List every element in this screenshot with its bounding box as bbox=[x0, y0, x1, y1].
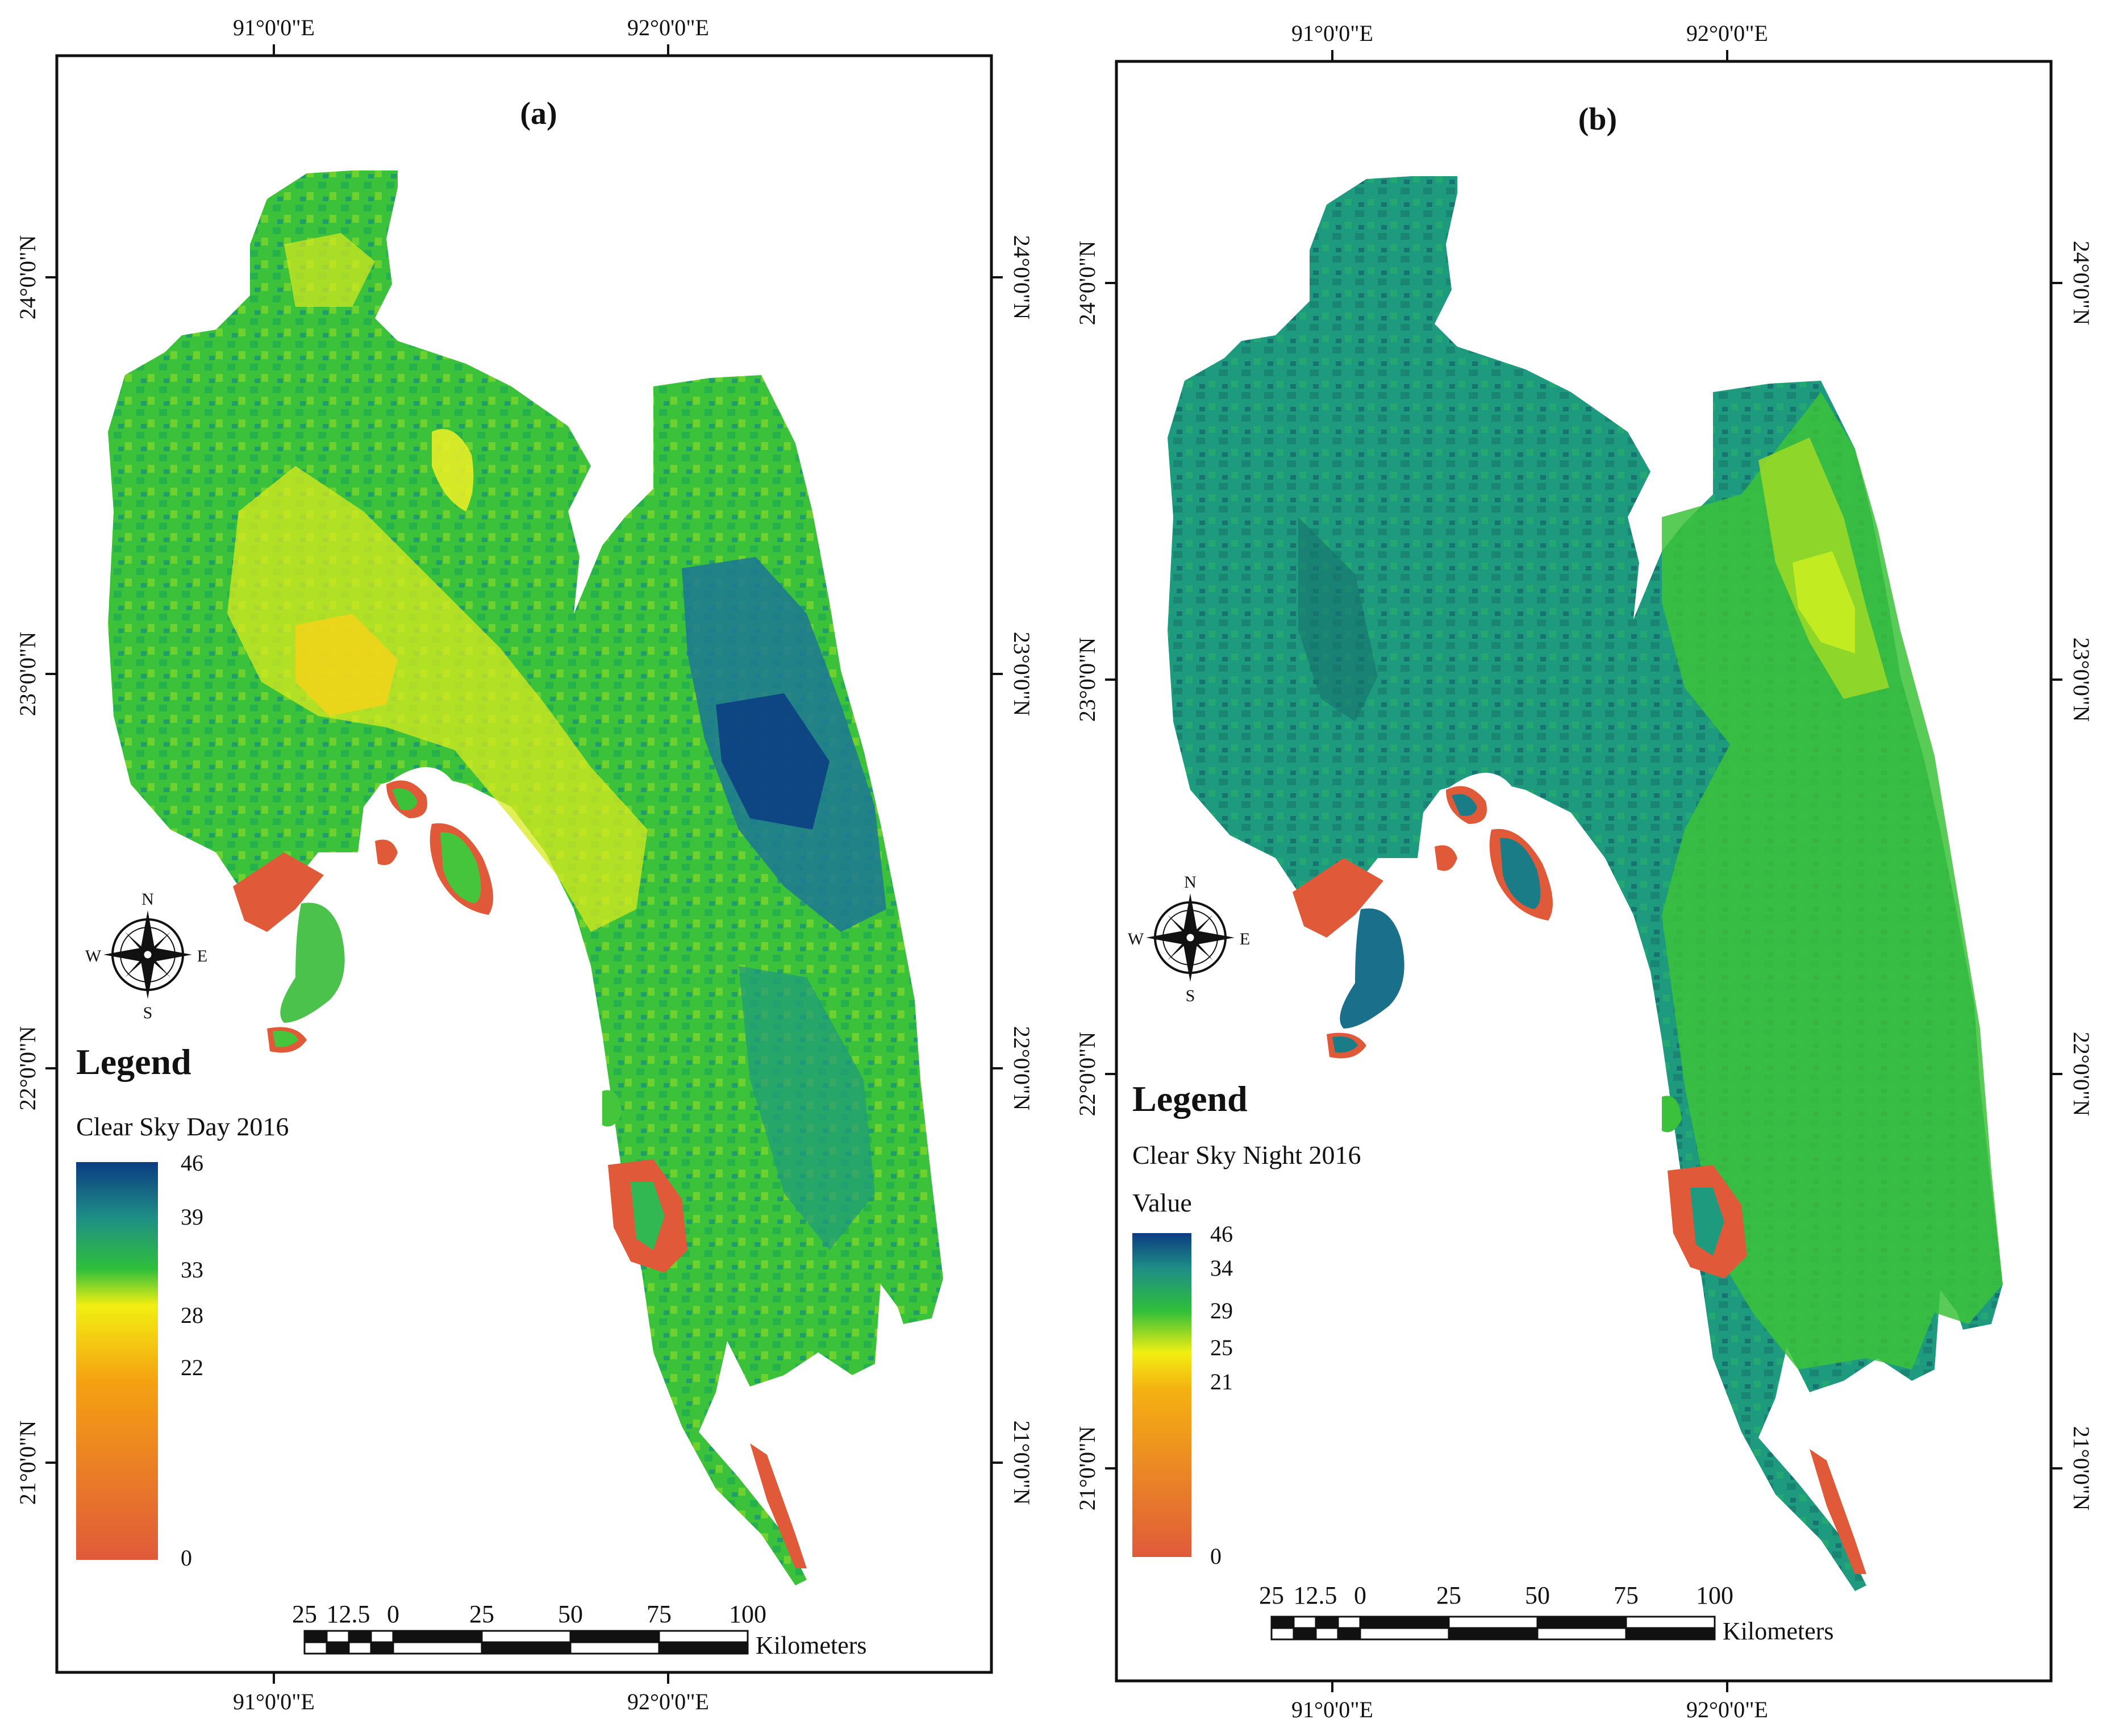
panel-b-ticks bbox=[1105, 50, 2062, 1692]
panel-a-frame bbox=[55, 54, 993, 1674]
scalebar-bar bbox=[303, 1630, 749, 1655]
panel-a-legend-title: Legend bbox=[76, 1042, 191, 1082]
scalebar-label: 50 bbox=[1525, 1581, 1550, 1609]
panel-b-right-lat-4: 21°0'0"N bbox=[2069, 1426, 2094, 1510]
panel-a-left-lat-1: 24°0'0"N bbox=[15, 235, 40, 319]
panel-b-frame bbox=[1115, 60, 2053, 1683]
panel-b-tick: 34 bbox=[1210, 1255, 1233, 1281]
panel-b-top-lon-2: 92°0'0"E bbox=[1686, 20, 1768, 46]
panel-a-compass: N S E W bbox=[85, 890, 207, 1022]
panel-a: 91°0'0"E 92°0'0"E 91°0'0"E 92°0'0"E 24°0… bbox=[15, 15, 1035, 1714]
panel-b-tick: 29 bbox=[1210, 1298, 1233, 1323]
panel-a-colorbar bbox=[76, 1162, 158, 1560]
panel-a-label: (a) bbox=[520, 96, 557, 131]
panel-a-tick: 28 bbox=[181, 1302, 203, 1328]
panel-a-tick: 39 bbox=[181, 1204, 203, 1230]
scalebar-label: 25 bbox=[292, 1600, 317, 1628]
panel-a-left-lat-2: 23°0'0"N bbox=[15, 632, 40, 716]
panel-a-bottom-lon-1: 91°0'0"E bbox=[233, 1689, 315, 1714]
compass-w: W bbox=[1128, 930, 1144, 948]
panel-b-legend: Legend Clear Sky Night 2016 Value 46 34 … bbox=[1132, 1079, 1361, 1569]
panel-b-tick: 21 bbox=[1210, 1369, 1233, 1394]
panel-a-tick: 0 bbox=[181, 1545, 192, 1571]
panel-b-left-lat-2: 23°0'0"N bbox=[1074, 638, 1100, 722]
panel-b-colorbar bbox=[1132, 1233, 1191, 1557]
scalebar-label: 25 bbox=[1436, 1581, 1461, 1609]
scalebar-label: 0 bbox=[1354, 1581, 1366, 1609]
panel-b-scalebar: 25 12.5 0 25 50 75 100 Kilometers bbox=[1259, 1581, 1834, 1645]
panel-b-legend-title: Legend bbox=[1132, 1079, 1248, 1119]
panel-a-left-lat-3: 22°0'0"N bbox=[15, 1026, 40, 1110]
scalebar-label: 25 bbox=[1259, 1581, 1284, 1609]
panel-b-right-lat-2: 23°0'0"N bbox=[2069, 638, 2094, 722]
panel-a-legend-subtitle: Clear Sky Day 2016 bbox=[76, 1112, 289, 1141]
panel-b-bottom-lon-2: 92°0'0"E bbox=[1686, 1697, 1768, 1722]
panel-b-tick: 0 bbox=[1210, 1543, 1222, 1569]
panel-b-top-lon-1: 91°0'0"E bbox=[1291, 20, 1373, 46]
panel-a-ticks bbox=[45, 44, 1003, 1684]
panel-a-top-lon-1: 91°0'0"E bbox=[233, 15, 315, 40]
panel-a-legend: Legend Clear Sky Day 2016 46 39 33 28 22… bbox=[76, 1042, 289, 1571]
panel-a-right-lat-3: 22°0'0"N bbox=[1009, 1026, 1035, 1110]
scalebar-label: 75 bbox=[647, 1600, 672, 1628]
panel-a-tick: 46 bbox=[181, 1150, 203, 1176]
panel-a-top-lon-2: 92°0'0"E bbox=[627, 15, 709, 40]
panel-a-right-lat-2: 23°0'0"N bbox=[1009, 632, 1035, 716]
compass-e: E bbox=[197, 947, 207, 965]
scalebar-label: 100 bbox=[1696, 1581, 1733, 1609]
panel-a-raster-map bbox=[108, 170, 943, 1585]
scalebar-label: 12.5 bbox=[327, 1600, 370, 1628]
panel-b-bottom-lon-1: 91°0'0"E bbox=[1291, 1697, 1373, 1722]
compass-rose-icon bbox=[103, 910, 192, 999]
panel-a-right-lat-1: 24°0'0"N bbox=[1009, 235, 1035, 319]
compass-w: W bbox=[85, 947, 102, 965]
scalebar-bar bbox=[1270, 1616, 1716, 1641]
compass-s: S bbox=[143, 1004, 153, 1022]
panel-b: 91°0'0"E 92°0'0"E 91°0'0"E 92°0'0"E 24°0… bbox=[1074, 20, 2094, 1722]
panel-b-right-lat-3: 22°0'0"N bbox=[2069, 1032, 2094, 1116]
panel-a-tick: 22 bbox=[181, 1355, 203, 1380]
panel-b-left-lat-3: 22°0'0"N bbox=[1074, 1032, 1100, 1116]
panel-b-left-lat-1: 24°0'0"N bbox=[1074, 241, 1100, 325]
compass-s: S bbox=[1186, 986, 1195, 1005]
scalebar-label: 100 bbox=[729, 1600, 766, 1628]
panel-a-scalebar: 25 12.5 0 25 50 75 100 Kilometers bbox=[292, 1600, 867, 1659]
scalebar-label: 50 bbox=[558, 1600, 583, 1628]
panel-a-tick: 33 bbox=[181, 1257, 203, 1283]
scalebar-label: 25 bbox=[469, 1600, 494, 1628]
panel-a-bottom-lon-2: 92°0'0"E bbox=[627, 1689, 709, 1714]
scalebar-label: 12.5 bbox=[1294, 1581, 1337, 1609]
compass-rose-icon bbox=[1146, 893, 1235, 982]
panel-b-label: (b) bbox=[1578, 102, 1617, 137]
compass-n: N bbox=[1184, 873, 1197, 892]
panel-b-right-lat-1: 24°0'0"N bbox=[2069, 241, 2094, 325]
panel-b-tick: 25 bbox=[1210, 1335, 1233, 1360]
panel-a-left-lat-4: 21°0'0"N bbox=[15, 1421, 40, 1505]
panel-b-compass: N S E W bbox=[1128, 873, 1250, 1005]
panel-b-tick: 46 bbox=[1210, 1221, 1233, 1247]
scalebar-unit: Kilometers bbox=[1723, 1617, 1834, 1645]
panel-b-raster-map bbox=[1168, 176, 2003, 1591]
compass-e: E bbox=[1240, 930, 1250, 948]
scalebar-label: 0 bbox=[387, 1600, 399, 1628]
panel-a-right-lat-4: 21°0'0"N bbox=[1009, 1421, 1035, 1505]
scalebar-label: 75 bbox=[1614, 1581, 1639, 1609]
scalebar-unit: Kilometers bbox=[756, 1631, 867, 1659]
panel-b-left-lat-4: 21°0'0"N bbox=[1074, 1426, 1100, 1510]
panel-b-legend-subtitle: Clear Sky Night 2016 bbox=[1132, 1140, 1361, 1169]
panel-b-legend-value-label: Value bbox=[1132, 1188, 1192, 1217]
compass-n: N bbox=[141, 890, 154, 909]
